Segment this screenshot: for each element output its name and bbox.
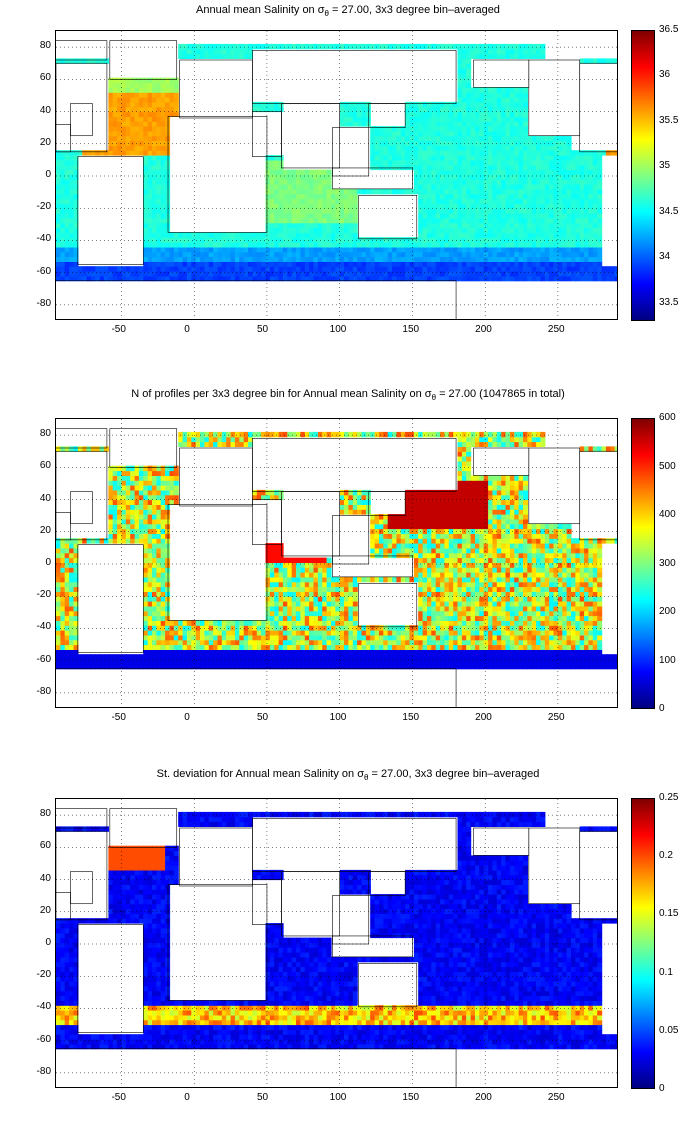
panel-3-title: St. deviation for Annual mean Salinity o… xyxy=(156,768,540,783)
x-tick-label: 250 xyxy=(547,712,565,723)
coastline xyxy=(56,428,617,707)
y-tick-label: -20 xyxy=(36,969,51,981)
map-plot-area xyxy=(56,31,617,319)
coastline xyxy=(56,808,617,1087)
x-tick-label: -50 xyxy=(111,324,126,335)
coastline xyxy=(56,40,617,319)
y-tick-label: 0 xyxy=(45,557,51,568)
y-tick-label: -40 xyxy=(36,233,51,245)
colorbar-tick-label: 200 xyxy=(659,606,676,617)
colorbar-tick-label: 0.05 xyxy=(659,1024,679,1036)
y-tick-label: -80 xyxy=(36,685,51,697)
x-tick-label: 200 xyxy=(475,712,492,723)
y-tick-label: 60 xyxy=(39,72,51,84)
x-tick-label: -50 xyxy=(111,712,126,723)
profile-count-colorbar xyxy=(631,418,655,709)
y-tick-label: 20 xyxy=(39,524,51,536)
salinity-map xyxy=(55,30,618,320)
colorbar-tick-label: 36.5 xyxy=(659,24,679,35)
panel-1-title: Annual mean Salinity on σθ = 27.00, 3x3 … xyxy=(196,4,500,19)
y-tick-label: -60 xyxy=(36,653,51,665)
x-tick-label: 150 xyxy=(402,1092,420,1103)
colorbar-tick-label: 35.5 xyxy=(659,114,679,126)
y-tick-label: 0 xyxy=(45,169,51,180)
colorbar-tick-label: 500 xyxy=(659,460,676,472)
bin-cells xyxy=(56,43,617,282)
y-tick-label: 60 xyxy=(39,460,51,472)
map-plot-area xyxy=(56,799,617,1087)
x-tick-label: 250 xyxy=(547,1092,565,1103)
colorbar-tick-label: 300 xyxy=(659,557,676,569)
profile-count-map xyxy=(55,418,618,708)
map-plot-area xyxy=(56,419,617,707)
x-tick-label: 100 xyxy=(329,712,347,723)
colorbar-tick-label: 34 xyxy=(659,251,671,263)
salinity-colorbar xyxy=(631,30,655,321)
x-tick-label: 0 xyxy=(184,712,190,723)
bin-cells xyxy=(56,811,617,1050)
y-tick-label: 40 xyxy=(39,492,51,504)
panel-2-title: N of profiles per 3x3 degree bin for Ann… xyxy=(131,388,565,403)
y-tick-label: -80 xyxy=(36,297,51,309)
x-tick-label: 50 xyxy=(256,324,269,335)
std-deviation-map xyxy=(55,798,618,1088)
y-tick-label: 20 xyxy=(39,136,51,148)
x-tick-label: -50 xyxy=(111,1092,126,1103)
y-tick-label: 40 xyxy=(39,104,51,116)
colorbar-tick-label: 0.25 xyxy=(659,792,679,803)
x-tick-label: 200 xyxy=(475,1092,492,1103)
x-tick-label: 100 xyxy=(329,324,347,335)
y-tick-label: 40 xyxy=(39,872,51,884)
y-tick-label: 80 xyxy=(39,428,51,440)
colorbar-tick-label: 400 xyxy=(659,509,676,520)
colorbar-tick-label: 34.5 xyxy=(659,205,679,217)
colorbar-tick-label: 0 xyxy=(659,1083,665,1094)
x-tick-label: 200 xyxy=(475,324,492,335)
x-tick-label: 150 xyxy=(402,712,420,723)
colorbar-tick-label: 0.2 xyxy=(659,850,673,862)
colorbar-tick-label: 0.15 xyxy=(659,908,679,920)
colorbar-tick-label: 0 xyxy=(659,703,665,714)
colorbar-tick-label: 600 xyxy=(659,412,676,423)
colorbar-tick-label: 100 xyxy=(659,654,676,666)
x-tick-label: 50 xyxy=(256,1092,269,1103)
colorbar-tick-label: 0.1 xyxy=(659,966,673,978)
y-tick-label: -60 xyxy=(36,1033,51,1045)
x-tick-label: 250 xyxy=(547,324,565,335)
y-tick-label: -60 xyxy=(36,265,51,277)
y-tick-label: -20 xyxy=(36,201,51,213)
colorbar-tick-label: 33.5 xyxy=(659,296,679,308)
y-tick-label: 20 xyxy=(39,904,51,916)
y-tick-label: -20 xyxy=(36,589,51,601)
x-tick-label: 150 xyxy=(402,324,420,335)
y-tick-label: 80 xyxy=(39,808,51,820)
colorbar-tick-label: 36 xyxy=(659,69,671,81)
y-tick-label: 80 xyxy=(39,40,51,52)
x-tick-label: 0 xyxy=(184,324,190,335)
y-tick-label: 60 xyxy=(39,840,51,852)
x-tick-label: 100 xyxy=(329,1092,347,1103)
x-tick-label: 0 xyxy=(184,1092,190,1103)
std-deviation-colorbar xyxy=(631,798,655,1089)
y-tick-label: -40 xyxy=(36,1001,51,1013)
colorbar-tick-label: 35 xyxy=(659,160,671,172)
y-tick-label: 0 xyxy=(45,937,51,948)
y-tick-label: -80 xyxy=(36,1065,51,1077)
bin-cells xyxy=(56,431,617,670)
y-tick-label: -40 xyxy=(36,621,51,633)
x-tick-label: 50 xyxy=(256,712,269,723)
